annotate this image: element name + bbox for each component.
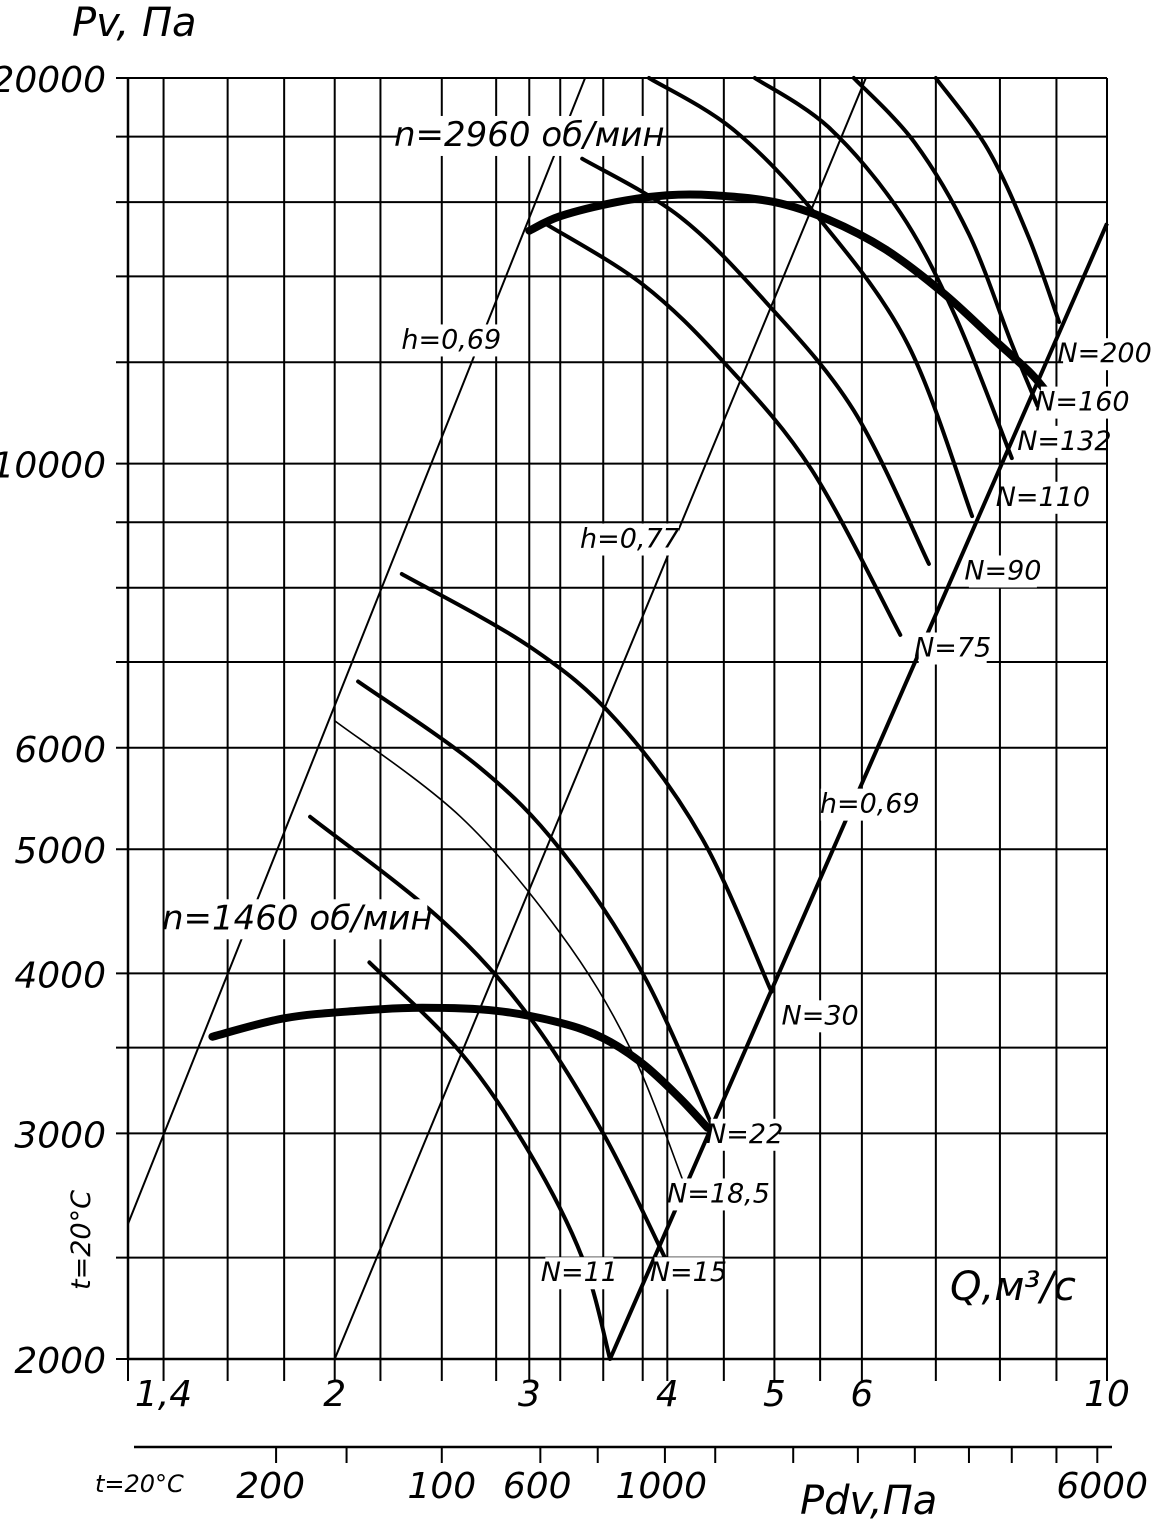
annotation-backdrop [669, 1178, 768, 1211]
y-tick-label: 6000 [14, 730, 106, 771]
power-curve [367, 960, 612, 1361]
power-curves [308, 76, 1062, 1361]
x-axis-title: Q,м³/с [950, 1264, 1076, 1310]
power-curve [356, 679, 716, 1130]
y-tick-label: 3000 [14, 1115, 106, 1156]
annotation-label: N=200 [1057, 338, 1151, 369]
annotation-label: N=18,5 [667, 1178, 770, 1209]
x-tick-label: 6 [850, 1374, 873, 1415]
power-curve [752, 76, 1014, 461]
annotation-backdrop [1040, 386, 1124, 419]
y-tick-label: 2000 [14, 1341, 106, 1382]
annotation-label: h=0,69 [401, 324, 501, 355]
speed-curves [208, 190, 1050, 1132]
x-tick-label: 5 [763, 1374, 786, 1415]
annotation-label: N=11 [541, 1257, 618, 1288]
efficiency-line [127, 77, 587, 1225]
efficiency-line [333, 77, 867, 1360]
y-tick-label: 4000 [14, 955, 106, 996]
y-axis-title: Pv, Па [72, 0, 197, 46]
annotation-backdrop [968, 555, 1037, 588]
annotation-backdrop [1001, 481, 1085, 514]
power-curve [933, 76, 1062, 324]
annotation-label: N=15 [650, 1257, 727, 1288]
annotation-backdrop [580, 523, 679, 556]
secondary-temperature-note: t=20°C [95, 1470, 184, 1498]
y-tick-label: 5000 [14, 831, 106, 872]
annotation-backdrop [402, 324, 501, 357]
power-curve [333, 719, 686, 1187]
annotation-label: N=22 [706, 1119, 783, 1150]
y-tick-label: 20000 [0, 60, 106, 101]
tick-labels: 2000 3000 4000 5000 6000 10000 20000 1,4 2 3 4 5 6 10 [0, 60, 1130, 1415]
power-curve [543, 221, 903, 637]
plot-frame [126, 78, 1107, 1361]
speed-curve [208, 1003, 712, 1132]
annotation-backdrop [1063, 338, 1147, 371]
annotation-label: N=30 [782, 1000, 859, 1031]
grid-lines [116, 77, 1108, 1381]
annotation-backdrop [1022, 425, 1106, 458]
secondary-tick-label: 1000 [615, 1466, 707, 1507]
annotation-backdrop [654, 1257, 723, 1290]
temperature-note: t=20°C [66, 1190, 97, 1290]
annotation-label: N=110 [996, 482, 1090, 513]
secondary-axis-title: Pdv,Па [800, 1478, 937, 1524]
annotation-label: h=0,69 [820, 789, 920, 820]
annotation-label: N=132 [1017, 426, 1111, 457]
annotation-label: n=2960 об/мин [394, 115, 665, 155]
x-tick-label: 3 [518, 1374, 541, 1415]
x-tick-label: 10 [1084, 1374, 1130, 1415]
annotation-backdrop [545, 1257, 614, 1290]
annotation-label: N=90 [964, 555, 1041, 586]
power-curve [399, 572, 774, 994]
annotation-backdrop [918, 632, 987, 665]
annotation-backdrop [710, 1118, 779, 1151]
power-curve [647, 76, 975, 519]
secondary-axis: 200 100 600 1000 6000 [134, 1445, 1148, 1507]
speed-curve [525, 190, 1050, 395]
y-tick-label: 10000 [0, 446, 106, 487]
annotation-backdrop [820, 788, 919, 821]
secondary-tick-label: 100 [407, 1466, 476, 1507]
annotation-label: N=160 [1035, 387, 1129, 418]
secondary-tick-label: 6000 [1056, 1466, 1148, 1507]
annotations: n=2960 об/мин n=1460 об/мин h=0,69 h=0,77 h=… [162, 115, 1152, 1290]
annotation-label: h=0,77 [580, 524, 680, 555]
secondary-tick-label: 600 [503, 1466, 572, 1507]
annotation-label: N=75 [914, 633, 991, 664]
x-tick-label: 1,4 [135, 1374, 192, 1415]
secondary-tick-label: 200 [236, 1466, 305, 1507]
power-curve [308, 814, 667, 1260]
x-tick-label: 2 [323, 1374, 346, 1415]
x-tick-label: 4 [656, 1374, 679, 1415]
annotation-backdrop [399, 115, 660, 156]
annotation-backdrop [167, 899, 428, 940]
annotation-label: n=1460 об/мин [162, 898, 433, 938]
annotation-backdrop [786, 1000, 855, 1033]
